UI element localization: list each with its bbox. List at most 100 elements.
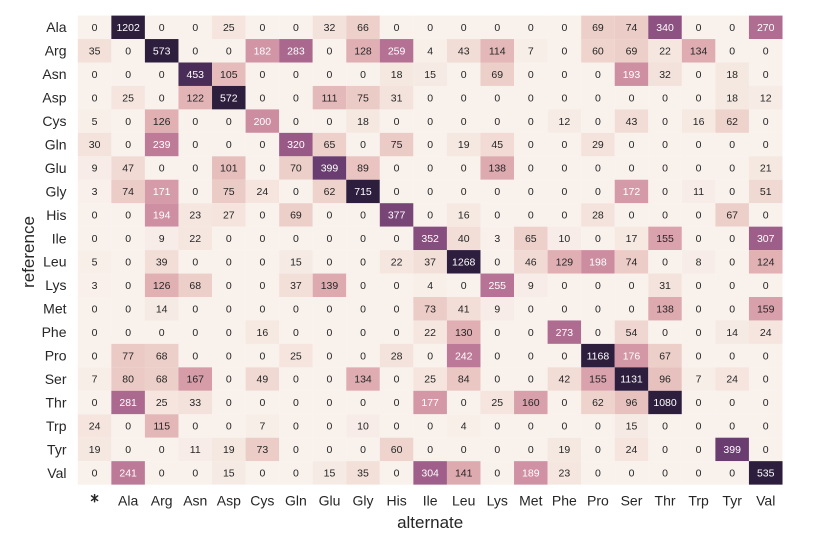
- svg-text:69: 69: [290, 210, 302, 222]
- svg-text:0: 0: [159, 163, 165, 175]
- svg-text:399: 399: [723, 444, 741, 456]
- svg-text:0: 0: [662, 163, 668, 175]
- svg-text:130: 130: [455, 327, 473, 339]
- svg-text:4: 4: [427, 45, 433, 57]
- svg-text:0: 0: [494, 22, 500, 34]
- svg-text:0: 0: [125, 303, 131, 315]
- svg-text:0: 0: [125, 116, 131, 128]
- svg-text:15: 15: [424, 69, 436, 81]
- svg-text:0: 0: [327, 374, 333, 386]
- svg-text:12: 12: [559, 116, 571, 128]
- svg-text:0: 0: [360, 210, 366, 222]
- svg-text:307: 307: [757, 233, 775, 245]
- svg-text:182: 182: [254, 45, 272, 57]
- svg-text:270: 270: [757, 22, 775, 34]
- svg-text:0: 0: [662, 421, 668, 433]
- svg-text:0: 0: [259, 350, 265, 362]
- svg-text:0: 0: [561, 45, 567, 57]
- svg-text:0: 0: [561, 210, 567, 222]
- svg-text:35: 35: [89, 45, 101, 57]
- svg-text:0: 0: [595, 92, 601, 104]
- svg-text:68: 68: [189, 280, 201, 292]
- svg-text:1080: 1080: [653, 397, 677, 409]
- svg-text:0: 0: [729, 256, 735, 268]
- svg-text:352: 352: [421, 233, 439, 245]
- svg-text:0: 0: [427, 186, 433, 198]
- svg-text:33: 33: [189, 397, 201, 409]
- svg-text:0: 0: [528, 444, 534, 456]
- svg-text:0: 0: [494, 444, 500, 456]
- svg-text:0: 0: [595, 280, 601, 292]
- svg-text:304: 304: [421, 468, 439, 480]
- svg-text:15: 15: [324, 468, 336, 480]
- svg-text:0: 0: [763, 374, 769, 386]
- svg-text:66: 66: [357, 22, 369, 34]
- svg-text:0: 0: [528, 163, 534, 175]
- svg-text:3: 3: [494, 233, 500, 245]
- svg-text:Met: Met: [43, 301, 66, 317]
- svg-text:0: 0: [494, 327, 500, 339]
- svg-text:0: 0: [662, 444, 668, 456]
- svg-text:11: 11: [190, 444, 201, 456]
- svg-text:0: 0: [561, 92, 567, 104]
- svg-text:22: 22: [424, 327, 436, 339]
- svg-text:0: 0: [528, 327, 534, 339]
- svg-text:0: 0: [360, 397, 366, 409]
- svg-text:0: 0: [293, 327, 299, 339]
- svg-text:Phe: Phe: [552, 493, 577, 509]
- svg-text:Pro: Pro: [587, 493, 609, 509]
- svg-text:80: 80: [122, 374, 134, 386]
- svg-text:0: 0: [561, 186, 567, 198]
- svg-text:0: 0: [696, 421, 702, 433]
- svg-text:69: 69: [592, 22, 604, 34]
- svg-text:0: 0: [327, 327, 333, 339]
- svg-text:0: 0: [259, 233, 265, 245]
- svg-text:0: 0: [561, 350, 567, 362]
- svg-text:19: 19: [223, 444, 235, 456]
- svg-text:69: 69: [626, 45, 638, 57]
- svg-text:18: 18: [726, 92, 738, 104]
- svg-text:0: 0: [125, 327, 131, 339]
- svg-text:96: 96: [659, 374, 671, 386]
- svg-text:0: 0: [259, 92, 265, 104]
- svg-text:0: 0: [662, 186, 668, 198]
- svg-text:0: 0: [259, 303, 265, 315]
- svg-text:67: 67: [659, 350, 671, 362]
- svg-text:255: 255: [488, 280, 506, 292]
- svg-text:0: 0: [595, 468, 601, 480]
- svg-text:139: 139: [321, 280, 339, 292]
- svg-text:5: 5: [92, 116, 98, 128]
- svg-text:111: 111: [321, 92, 337, 104]
- svg-text:0: 0: [461, 163, 467, 175]
- svg-text:0: 0: [595, 303, 601, 315]
- svg-text:0: 0: [561, 163, 567, 175]
- svg-text:0: 0: [696, 468, 702, 480]
- svg-text:193: 193: [623, 69, 641, 81]
- svg-text:0: 0: [427, 22, 433, 34]
- svg-text:19: 19: [559, 444, 571, 456]
- svg-text:0: 0: [125, 444, 131, 456]
- svg-text:0: 0: [159, 69, 165, 81]
- svg-text:0: 0: [662, 256, 668, 268]
- svg-text:0: 0: [293, 444, 299, 456]
- svg-text:14: 14: [156, 303, 168, 315]
- svg-text:47: 47: [122, 163, 134, 175]
- svg-text:0: 0: [159, 327, 165, 339]
- svg-text:0: 0: [696, 69, 702, 81]
- svg-text:Thr: Thr: [46, 394, 67, 410]
- svg-text:0: 0: [360, 303, 366, 315]
- svg-text:0: 0: [595, 69, 601, 81]
- svg-text:reference: reference: [19, 216, 38, 288]
- svg-text:31: 31: [659, 280, 671, 292]
- svg-text:0: 0: [461, 186, 467, 198]
- svg-text:0: 0: [629, 303, 635, 315]
- svg-text:0: 0: [763, 69, 769, 81]
- svg-text:0: 0: [729, 303, 735, 315]
- svg-text:0: 0: [327, 303, 333, 315]
- svg-text:126: 126: [153, 280, 171, 292]
- svg-text:0: 0: [427, 163, 433, 175]
- svg-text:1168: 1168: [587, 350, 610, 362]
- svg-text:14: 14: [726, 327, 738, 339]
- svg-text:0: 0: [226, 397, 232, 409]
- svg-text:23: 23: [559, 468, 571, 480]
